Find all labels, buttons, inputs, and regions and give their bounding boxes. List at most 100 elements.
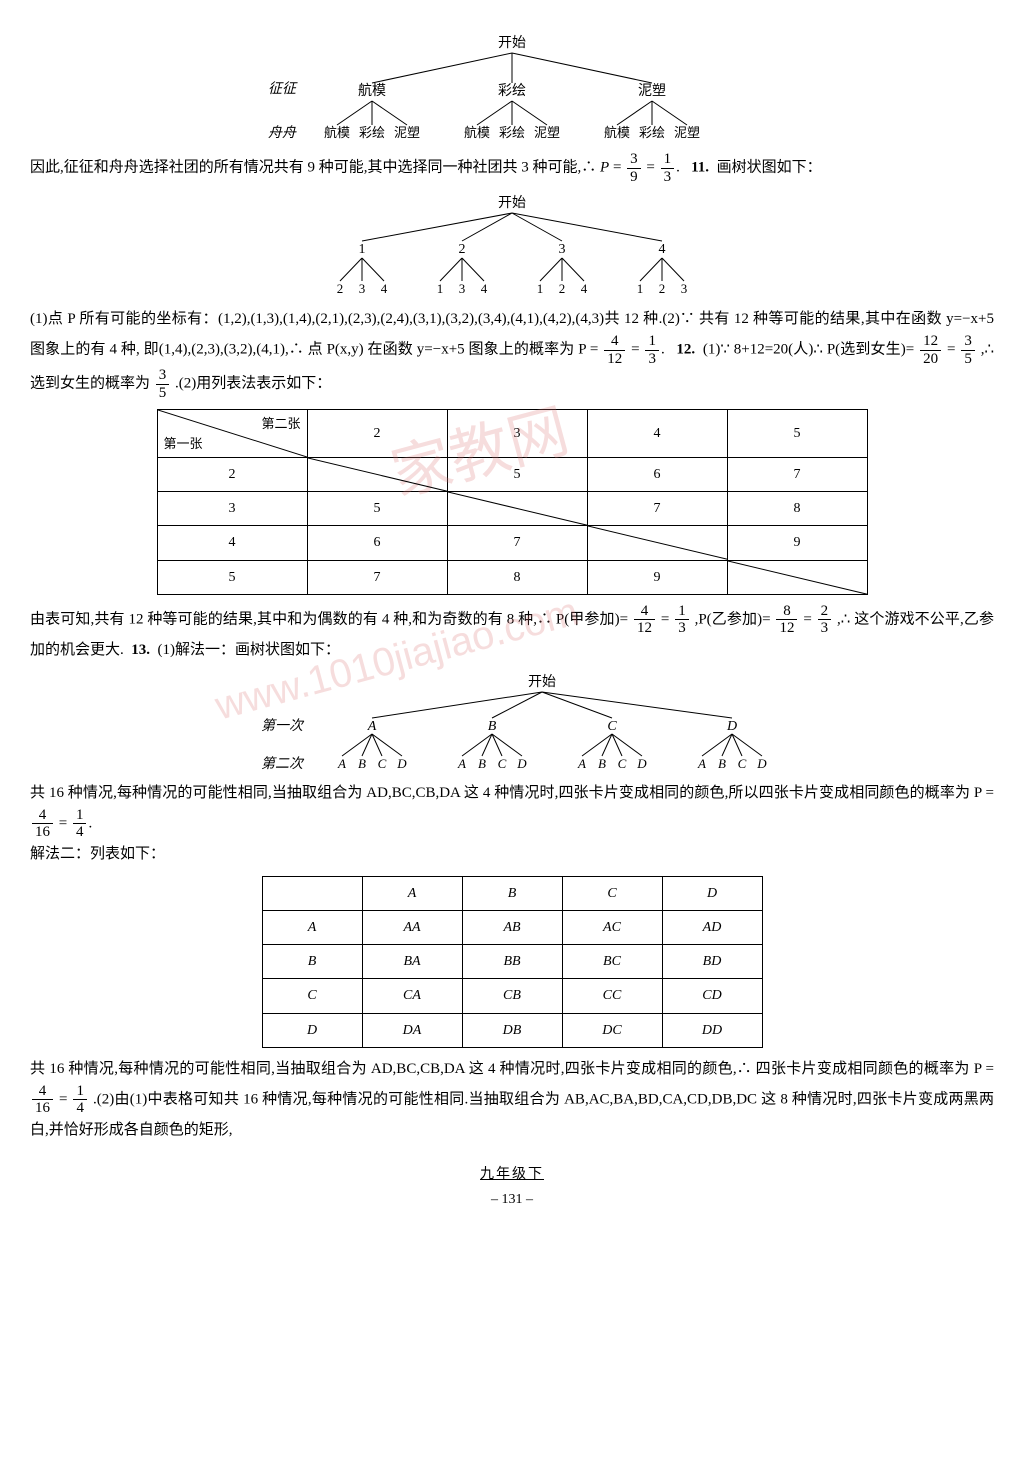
footer-grade: 九年级下: [30, 1162, 994, 1187]
table-2: A B C D AAAABACAD BBABBBCBD CCACBCCCD DD…: [262, 876, 763, 1048]
svg-text:B: B: [478, 756, 486, 771]
svg-text:D: D: [396, 756, 407, 771]
frac-14: 416: [32, 1083, 53, 1117]
svg-text:4: 4: [581, 281, 588, 296]
table1-diag: 第二张 第一张: [157, 410, 307, 458]
table-row: BBABBBCBD: [262, 945, 762, 979]
page-footer: 九年级下 – 131 –: [30, 1162, 994, 1212]
table-row: DDADBDCDD: [262, 1013, 762, 1047]
svg-text:D: D: [756, 756, 767, 771]
svg-text:3: 3: [459, 281, 466, 296]
svg-text:开始: 开始: [498, 195, 526, 211]
svg-text:C: C: [498, 756, 507, 771]
tree-diagram-3: 开始 第一次 第二次 A B C D ABCD ABCD ABCD ABCD: [30, 672, 994, 772]
tree-diagram-2: 开始 1 2 3 4 234 134 124 123: [30, 193, 994, 298]
frac-7: 35: [156, 367, 170, 401]
frac-10: 812: [776, 603, 797, 637]
p2-d: .(2)用列表法表示如下：: [175, 375, 331, 391]
svg-text:B: B: [598, 756, 606, 771]
svg-text:D: D: [636, 756, 647, 771]
svg-text:彩绘: 彩绘: [359, 125, 385, 140]
p5-b: .(2)由(1)中表格可知共 16 种情况,每种情况的可能性相同.当抽取组合为 …: [30, 1091, 994, 1138]
svg-text:泥塑: 泥塑: [534, 125, 560, 140]
svg-text:2: 2: [337, 281, 344, 296]
svg-text:A: A: [577, 756, 586, 771]
svg-text:彩绘: 彩绘: [639, 125, 665, 140]
svg-text:第二次: 第二次: [261, 756, 305, 772]
p3-b: ,P(乙参加)=: [695, 611, 771, 627]
frac-1: 39: [627, 151, 641, 185]
q12-num: 12.: [676, 341, 695, 357]
tree-diagram-1: 开始 征征 航模 彩绘 泥塑 舟舟 航模 彩绘 泥塑 航模 彩绘 泥塑 航模 彩…: [30, 33, 994, 143]
table-row: 3578: [157, 492, 867, 526]
q11-num: 11.: [691, 159, 709, 175]
frac-9: 13: [675, 603, 689, 637]
svg-text:泥塑: 泥塑: [674, 125, 700, 140]
table-row: AAAABACAD: [262, 910, 762, 944]
tree1-leaf-label: 舟舟: [268, 125, 297, 141]
p1-P: P: [600, 159, 609, 175]
svg-text:航模: 航模: [324, 125, 350, 140]
svg-text:A: A: [337, 756, 346, 771]
svg-text:D: D: [726, 719, 737, 734]
svg-text:A: A: [697, 756, 706, 771]
frac-4: 13: [645, 333, 659, 367]
footer-page: – 131 –: [30, 1187, 994, 1212]
p2-b: (1)∵ 8+12=20(人)∴ P(选到女生)=: [703, 341, 914, 357]
tree1-n3: 泥塑: [638, 83, 666, 99]
q13-num: 13.: [131, 642, 150, 658]
svg-text:2: 2: [459, 242, 466, 257]
table1-wrap: 家教网 第二张 第一张 2 3 4 5 2567 3578 4679 5789: [30, 409, 994, 595]
svg-text:1: 1: [637, 281, 644, 296]
svg-text:4: 4: [659, 242, 666, 257]
svg-text:C: C: [618, 756, 627, 771]
svg-text:1: 1: [437, 281, 444, 296]
svg-text:航模: 航模: [464, 125, 490, 140]
p3-a: 由表可知,共有 12 种等可能的结果,其中和为偶数的有 4 种,和为奇数的有 8…: [30, 611, 628, 627]
svg-text:C: C: [378, 756, 387, 771]
svg-text:1: 1: [537, 281, 544, 296]
paragraph-3: www.1010jiajiao.com 由表可知,共有 12 种等可能的结果,其…: [30, 603, 994, 664]
paragraph-4: 共 16 种情况,每种情况的可能性相同,当抽取组合为 AD,BC,CB,DA 这…: [30, 780, 994, 841]
svg-text:2: 2: [559, 281, 566, 296]
frac-13: 14: [73, 807, 87, 841]
frac-5: 1220: [920, 333, 941, 367]
svg-text:泥塑: 泥塑: [394, 125, 420, 140]
svg-text:B: B: [718, 756, 726, 771]
svg-text:3: 3: [559, 242, 566, 257]
svg-text:B: B: [358, 756, 366, 771]
frac-6: 35: [961, 333, 975, 367]
svg-text:第一次: 第一次: [261, 718, 305, 734]
frac-2: 13: [661, 151, 675, 185]
table-1: 第二张 第一张 2 3 4 5 2567 3578 4679 5789: [157, 409, 868, 595]
paragraph-5: 共 16 种情况,每种情况的可能性相同,当抽取组合为 AD,BC,CB,DA 这…: [30, 1056, 994, 1144]
tree1-root: 开始: [498, 35, 526, 51]
p4-a: 共 16 种情况,每种情况的可能性相同,当抽取组合为 AD,BC,CB,DA 这…: [30, 785, 994, 801]
p1-text-a: 因此,征征和舟舟选择社团的所有情况共有 9 种可能,其中选择同一种社团共 3 种…: [30, 159, 600, 175]
tree1-side: 征征: [268, 81, 298, 97]
svg-text:4: 4: [381, 281, 388, 296]
tree1-n2: 彩绘: [498, 83, 526, 99]
paragraph-2: (1)点 P 所有可能的坐标有：(1,2),(1,3),(1,4),(2,1),…: [30, 306, 994, 401]
frac-12: 416: [32, 807, 53, 841]
table-row: CCACBCCCD: [262, 979, 762, 1013]
p5-a: 共 16 种情况,每种情况的可能性相同,当抽取组合为 AD,BC,CB,DA 这…: [30, 1061, 994, 1077]
frac-15: 14: [73, 1083, 87, 1117]
svg-text:D: D: [516, 756, 527, 771]
svg-text:1: 1: [359, 242, 366, 257]
svg-text:4: 4: [481, 281, 488, 296]
svg-text:A: A: [457, 756, 466, 771]
svg-text:2: 2: [659, 281, 666, 296]
svg-text:C: C: [607, 719, 617, 734]
svg-text:航模: 航模: [604, 125, 630, 140]
svg-text:B: B: [488, 719, 497, 734]
frac-3: 412: [604, 333, 625, 367]
p1-text-b: 画树状图如下：: [717, 159, 822, 175]
svg-text:3: 3: [681, 281, 688, 296]
frac-11: 23: [818, 603, 832, 637]
p4-b: 解法二：列表如下：: [30, 841, 994, 868]
svg-text:C: C: [738, 756, 747, 771]
frac-8: 412: [634, 603, 655, 637]
paragraph-1: 因此,征征和舟舟选择社团的所有情况共有 9 种可能,其中选择同一种社团共 3 种…: [30, 151, 994, 185]
svg-text:开始: 开始: [528, 674, 556, 690]
